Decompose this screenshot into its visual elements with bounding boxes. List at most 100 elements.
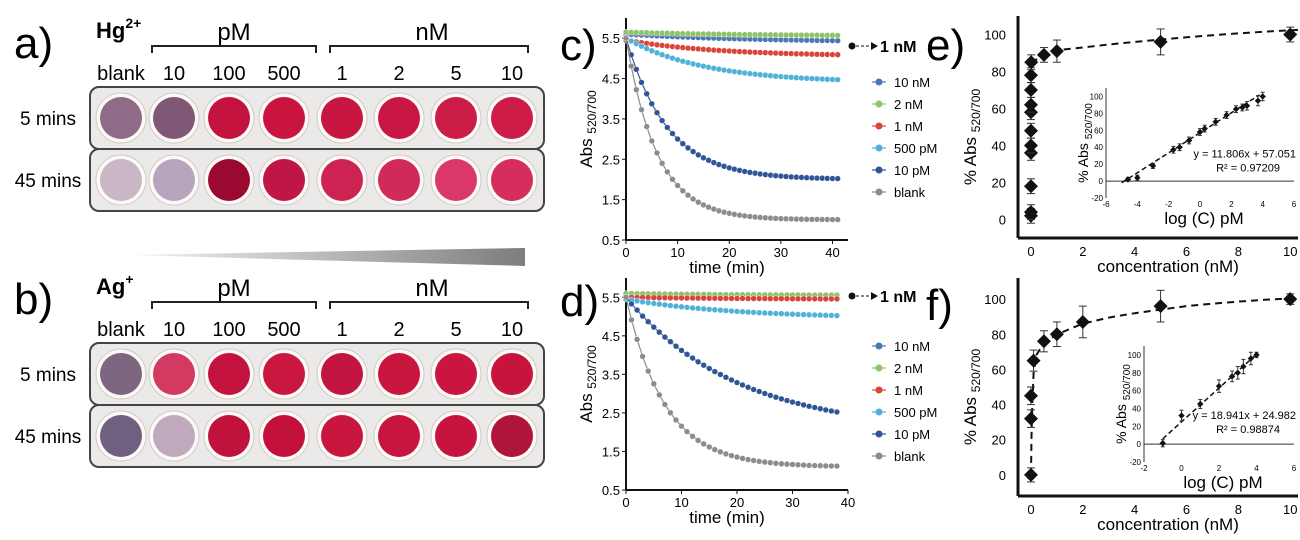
- x-tick-label: 2: [1079, 502, 1086, 517]
- data-point: [695, 61, 702, 69]
- y-tick-label: 1.5: [602, 193, 620, 208]
- data-point: [772, 215, 779, 222]
- column-label: 10: [501, 63, 523, 85]
- data-point: [628, 37, 635, 45]
- data-point: [622, 35, 630, 42]
- x-tick-label: 0: [1027, 244, 1034, 259]
- data-point: [767, 72, 774, 79]
- column-label: 500: [267, 63, 300, 85]
- data-point: [833, 408, 841, 416]
- y-tick-label: 4.5: [602, 72, 620, 87]
- data-point: [833, 295, 841, 303]
- data-point: [689, 433, 696, 440]
- data-point: [761, 459, 768, 466]
- annotation-label: 1 nM: [880, 289, 916, 306]
- data-point: [805, 295, 813, 302]
- data-point: [772, 172, 779, 179]
- y-tick-label: 60: [992, 362, 1006, 377]
- inset-y-tick-label: 40: [1094, 143, 1103, 152]
- data-point: [736, 212, 743, 219]
- data-point: [772, 310, 780, 317]
- x-tick-label: 6: [1183, 502, 1190, 517]
- x-tick-label: 40: [841, 495, 855, 510]
- data-point: [643, 90, 650, 97]
- column-label: 2: [393, 63, 404, 85]
- column-label: 5: [450, 63, 461, 85]
- column-label: 10: [501, 319, 523, 341]
- inset-data-point: [1134, 174, 1141, 181]
- data-point: [741, 212, 748, 220]
- data-point: [726, 164, 733, 172]
- y-tick-label: 0: [999, 213, 1006, 228]
- data-point: [700, 305, 707, 313]
- data-point: [817, 462, 824, 469]
- inset-x-tick-label: 0: [1179, 464, 1184, 473]
- series-2-nM: [622, 28, 841, 39]
- data-point: [834, 32, 841, 39]
- data-point: [733, 308, 741, 315]
- data-point: [1023, 138, 1038, 153]
- data-point: [667, 302, 674, 309]
- data-point: [828, 295, 835, 303]
- inset-y-axis-label: % Abs 520/700: [1075, 103, 1095, 183]
- data-point: [741, 168, 748, 175]
- inset-data-point: [1254, 97, 1262, 104]
- y-axis-label-main: % Abs: [961, 132, 980, 185]
- data-point: [689, 60, 697, 68]
- inset-y-tick-label: 100: [1090, 92, 1104, 101]
- data-point: [789, 311, 796, 318]
- data-point: [811, 404, 818, 411]
- data-point: [722, 295, 730, 302]
- data-point: [669, 176, 676, 183]
- y-tick-label: 2.5: [602, 152, 620, 167]
- column-label: 10: [163, 63, 185, 85]
- data-point: [1024, 55, 1039, 70]
- well: [321, 97, 363, 139]
- data-point: [782, 215, 790, 222]
- data-point: [788, 173, 795, 181]
- data-point: [798, 174, 805, 181]
- ion-symbol: Ag: [96, 274, 125, 299]
- legend-item: 1 nM: [872, 383, 923, 398]
- data-point: [628, 316, 635, 324]
- y-tick-label: 4.5: [602, 329, 620, 344]
- well: [435, 159, 477, 201]
- legend-label: 2 nM: [894, 361, 923, 376]
- legend-marker: [875, 342, 883, 350]
- legend-item: 10 nM: [872, 75, 930, 90]
- inset-x-axis-label: log (C) pM: [1164, 209, 1243, 228]
- data-point: [783, 461, 791, 468]
- data-point: [720, 66, 728, 74]
- legend-item: 2 nM: [872, 97, 923, 112]
- legend-item: 500 pM: [872, 405, 937, 420]
- data-point: [800, 295, 807, 302]
- data-point: [711, 306, 718, 313]
- y-tick-label: 60: [992, 102, 1006, 117]
- x-tick-label: 6: [1183, 244, 1190, 259]
- data-point: [700, 30, 707, 38]
- column-label: 500: [267, 319, 300, 341]
- data-point: [684, 59, 692, 66]
- well: [100, 159, 142, 201]
- data-point: [650, 380, 657, 387]
- data-point: [829, 76, 836, 83]
- inset-y-tick-label: 20: [1132, 422, 1141, 431]
- data-point: [678, 423, 685, 430]
- inset-y-tick-label: 80: [1132, 369, 1141, 378]
- data-point: [1049, 44, 1064, 59]
- data-point: [648, 47, 655, 54]
- well: [208, 159, 250, 201]
- y-axis-label-sub: 520/700: [585, 345, 599, 389]
- data-point: [706, 295, 713, 302]
- legend-marker: [875, 452, 883, 460]
- data-point: [658, 117, 666, 124]
- data-point: [664, 42, 671, 50]
- inset-y-axis-label-sub: 520/700: [1122, 364, 1133, 401]
- well: [263, 97, 305, 139]
- inset-data-point: [1253, 351, 1260, 359]
- data-point: [829, 37, 836, 44]
- data-point: [1023, 411, 1038, 426]
- data-point: [643, 40, 650, 47]
- data-point: [622, 28, 630, 36]
